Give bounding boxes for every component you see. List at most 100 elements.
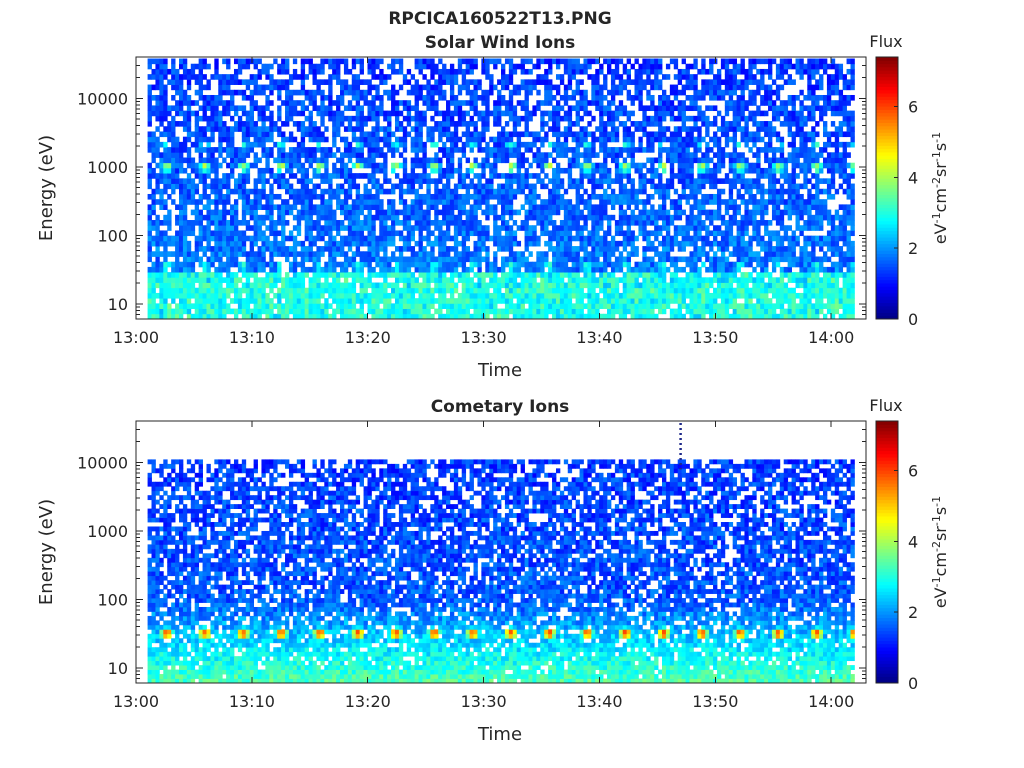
heat-cell	[654, 303, 659, 309]
heat-cell	[512, 282, 518, 289]
heat-cell	[163, 84, 168, 91]
heat-cell	[579, 277, 584, 283]
heat-cell	[363, 115, 368, 122]
heat-cell	[292, 147, 298, 153]
heat-cell	[371, 136, 376, 143]
heat-cell	[430, 68, 435, 75]
heat-cell	[610, 204, 616, 210]
heat-cell	[292, 204, 298, 210]
heat-cell	[351, 74, 357, 80]
heat-cell	[308, 178, 313, 184]
heat-cell	[371, 94, 376, 101]
heat-cell	[618, 100, 624, 106]
heat-cell	[457, 256, 463, 263]
heat-cell	[449, 220, 455, 226]
heat-cell	[218, 240, 223, 247]
heat-cell	[449, 136, 455, 143]
heat-cell	[308, 256, 313, 263]
heat-cell	[245, 277, 251, 283]
heat-cell	[241, 136, 247, 143]
heat-cell	[210, 220, 215, 226]
heat-cell	[622, 188, 628, 195]
heat-cell	[241, 204, 247, 210]
heat-cell	[552, 105, 557, 112]
heat-cell	[206, 157, 211, 164]
heat-cell	[662, 282, 667, 289]
heat-cell	[642, 287, 647, 294]
heat-cell	[618, 261, 624, 268]
heat-cell	[473, 199, 478, 205]
heat-cell	[575, 313, 580, 320]
heat-cell	[296, 225, 302, 231]
heat-cell	[210, 167, 215, 174]
heat-cell	[520, 152, 525, 158]
heat-cell	[237, 79, 243, 85]
heat-cell	[359, 126, 364, 132]
heat-cell	[457, 225, 463, 231]
heat-cell	[371, 131, 376, 138]
heat-cell	[489, 282, 494, 289]
heat-cell	[599, 246, 604, 252]
heat-cell	[473, 230, 478, 237]
heat-cell	[300, 272, 306, 278]
heat-cell	[489, 193, 494, 200]
heat-cell	[591, 131, 596, 138]
heat-cell	[453, 204, 459, 210]
heat-cell	[442, 79, 447, 85]
heat-cell	[497, 188, 502, 195]
heat-cell	[575, 100, 580, 106]
heat-cell	[563, 220, 569, 226]
heat-cell	[375, 162, 380, 169]
heat-cell	[603, 209, 608, 216]
heat-cell	[171, 240, 176, 247]
heat-cell	[493, 141, 498, 148]
heat-cell	[336, 68, 341, 75]
heat-cell	[654, 121, 659, 127]
heat-cell	[508, 251, 514, 257]
heat-cell	[438, 121, 443, 127]
heat-cell	[218, 193, 223, 200]
heat-cell	[610, 303, 616, 309]
heat-cell	[414, 261, 419, 268]
heat-cell	[387, 188, 392, 195]
heat-cell	[442, 115, 447, 122]
heat-cell	[493, 193, 498, 200]
heat-cell	[351, 313, 357, 320]
heat-cell	[179, 313, 184, 320]
heat-cell	[552, 141, 557, 148]
heat-cell	[567, 251, 573, 257]
heat-cell	[446, 74, 451, 80]
heat-cell	[446, 261, 451, 268]
heat-cell	[563, 204, 569, 210]
heat-cell	[544, 89, 549, 96]
heat-cell	[406, 183, 412, 190]
heat-cell	[214, 126, 219, 132]
heat-cell	[528, 204, 533, 210]
heat-cell	[202, 282, 207, 289]
heat-cell	[536, 131, 541, 138]
heat-cell	[634, 193, 639, 200]
heat-cell	[206, 235, 211, 242]
heat-cell	[214, 214, 219, 221]
heat-cell	[544, 173, 549, 179]
heat-cell	[261, 152, 266, 158]
heat-cell	[434, 287, 439, 294]
heat-cell	[603, 157, 608, 164]
heat-cell	[147, 240, 152, 247]
heat-cell	[469, 183, 474, 190]
heat-cell	[599, 303, 604, 309]
heat-cell	[230, 277, 235, 283]
heat-cell	[375, 272, 380, 278]
heat-cell	[414, 152, 419, 158]
heat-cell	[485, 162, 490, 169]
heat-cell	[214, 178, 219, 184]
heat-cell	[477, 282, 482, 289]
heat-cell	[434, 100, 439, 106]
heat-cell	[277, 298, 282, 304]
heat-cell	[449, 282, 455, 289]
heat-cell	[182, 225, 188, 231]
heat-cell	[163, 214, 168, 221]
heat-cell	[579, 63, 584, 70]
heat-cell	[559, 152, 565, 158]
heat-cell	[528, 209, 533, 216]
